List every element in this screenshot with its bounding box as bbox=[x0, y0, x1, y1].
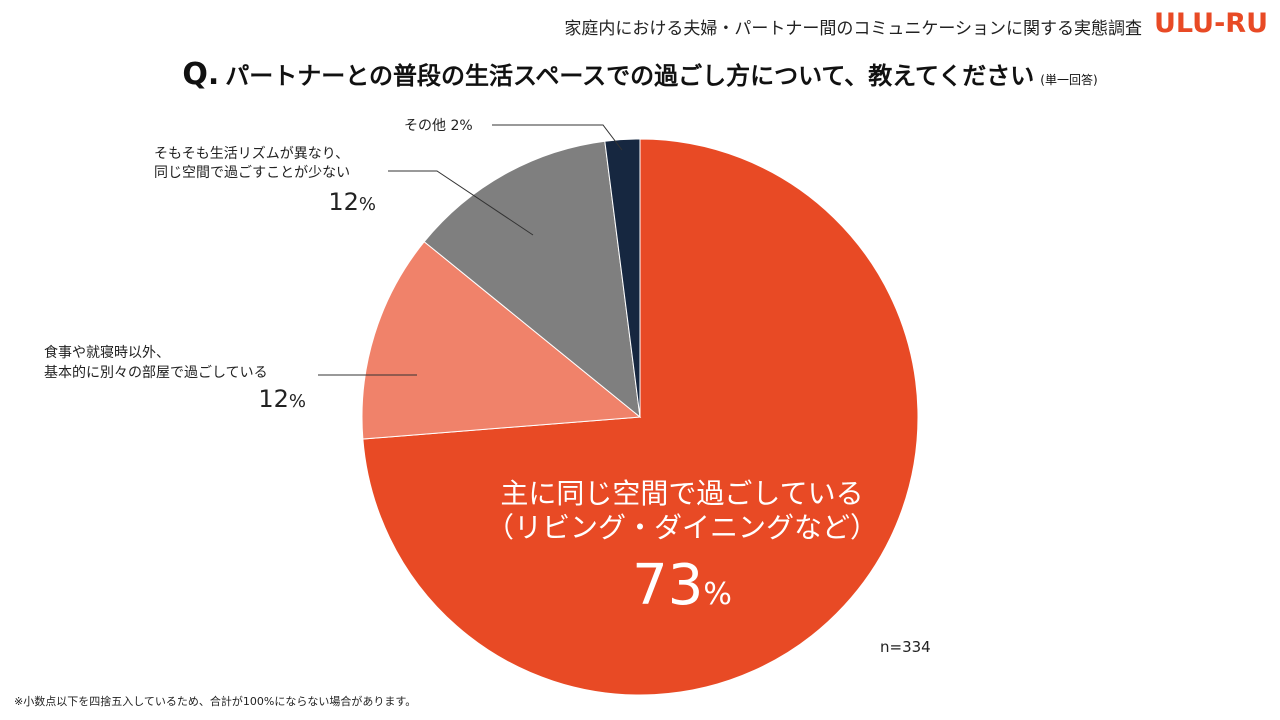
slice-label-2-line1: そもそも生活リズムが異なり、 bbox=[154, 146, 349, 162]
pie-slice-3 bbox=[604, 138, 641, 418]
pie-slice-1 bbox=[361, 241, 642, 440]
sample-size: n=334 bbox=[880, 638, 931, 656]
pie-slice-2 bbox=[423, 140, 641, 419]
slice-label-1-line2: 基本的に別々の部屋で過ごしている bbox=[44, 364, 268, 381]
question-heading: Q. パートナーとの普段の生活スペースでの過ごし方について、教えてください (単一回… bbox=[0, 56, 1280, 92]
slice-label-main-line2: （リビング・ダイニングなど） bbox=[486, 511, 878, 544]
question-text: パートナーとの普段の生活スペースでの過ごし方について、教えてください bbox=[225, 62, 1035, 90]
slice-value-main: 73% bbox=[632, 553, 732, 618]
slice-label-main-line1: 主に同じ空間で過ごしている bbox=[500, 477, 863, 510]
leader-line-3 bbox=[492, 124, 623, 151]
slice-label-2-line2: 同じ空間で過ごすことが少ない bbox=[154, 165, 350, 181]
answer-type-note: (単一回答) bbox=[1040, 73, 1098, 87]
ulu-ru-logo: ULU-RU bbox=[1153, 8, 1268, 39]
leader-line-2 bbox=[388, 170, 534, 236]
survey-title: 家庭内における夫婦・パートナー間のコミュニケーションに関する実態調査 bbox=[564, 19, 1142, 39]
footnote: ※小数点以下を四捨五入しているため、合計が100%にならない場合があります。 bbox=[14, 695, 417, 708]
slice-label-3: その他 2% bbox=[404, 118, 473, 134]
slice-value-2: 12% bbox=[328, 188, 376, 216]
slice-label-1-line1: 食事や就寝時以外、 bbox=[44, 344, 170, 361]
slice-value-1: 12% bbox=[258, 385, 306, 413]
question-prefix: Q. bbox=[182, 57, 220, 92]
